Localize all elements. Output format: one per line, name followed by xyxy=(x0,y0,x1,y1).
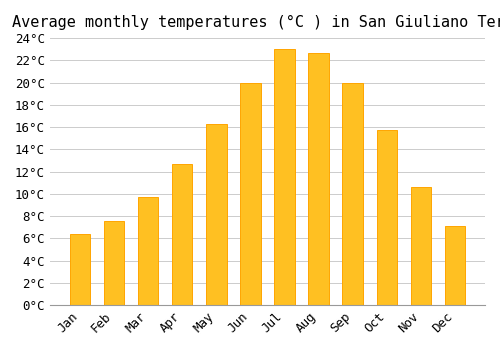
Bar xyxy=(240,83,260,305)
Bar xyxy=(308,52,329,305)
Bar xyxy=(70,234,90,305)
Bar xyxy=(274,49,294,305)
Bar xyxy=(342,83,363,305)
Bar xyxy=(104,220,124,305)
Bar xyxy=(138,197,158,305)
Bar xyxy=(206,124,227,305)
Bar xyxy=(172,164,193,305)
Bar xyxy=(445,226,465,305)
Bar xyxy=(410,187,431,305)
Title: Average monthly temperatures (°C ) in San Giuliano Terme: Average monthly temperatures (°C ) in Sa… xyxy=(12,15,500,30)
Bar xyxy=(376,131,397,305)
